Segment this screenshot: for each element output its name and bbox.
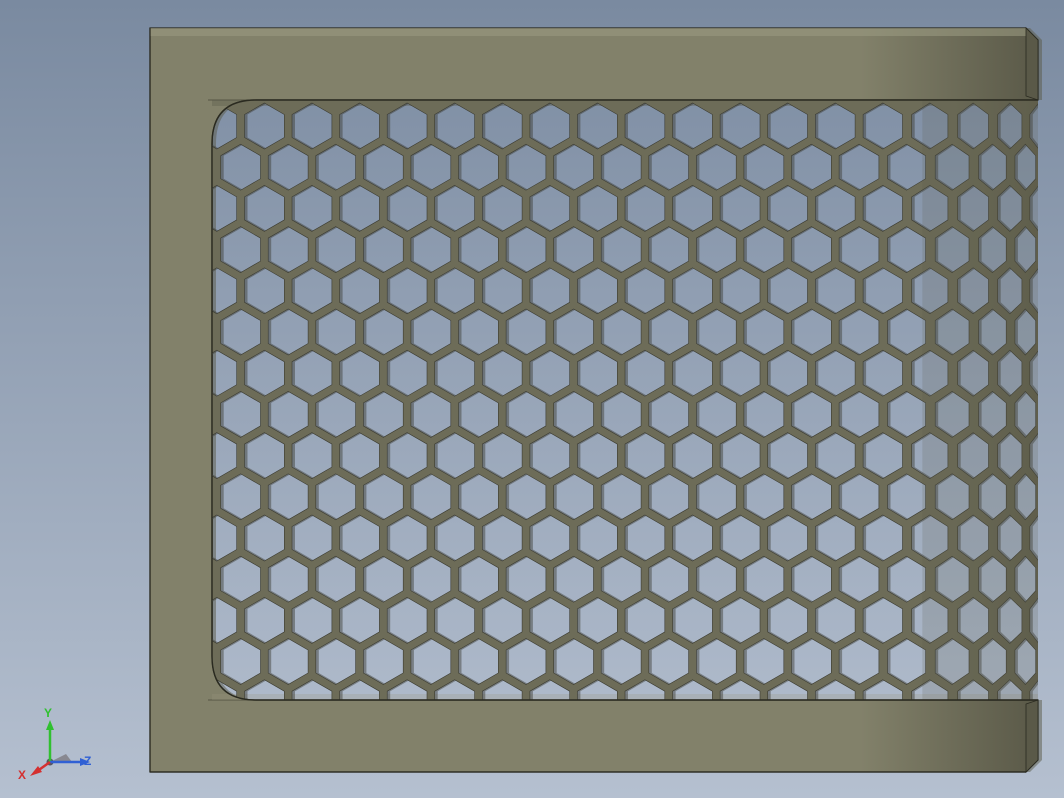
axis-x-label: X xyxy=(18,768,26,782)
axis-triad-svg xyxy=(22,710,92,780)
cad-model-render[interactable] xyxy=(0,0,1064,798)
axis-z-label: Z xyxy=(84,754,91,768)
axis-triad[interactable]: Y Z X xyxy=(22,710,92,780)
axis-y-arrow xyxy=(46,720,54,730)
axis-y-label: Y xyxy=(44,706,52,720)
cad-viewport[interactable]: Y Z X xyxy=(0,0,1064,798)
